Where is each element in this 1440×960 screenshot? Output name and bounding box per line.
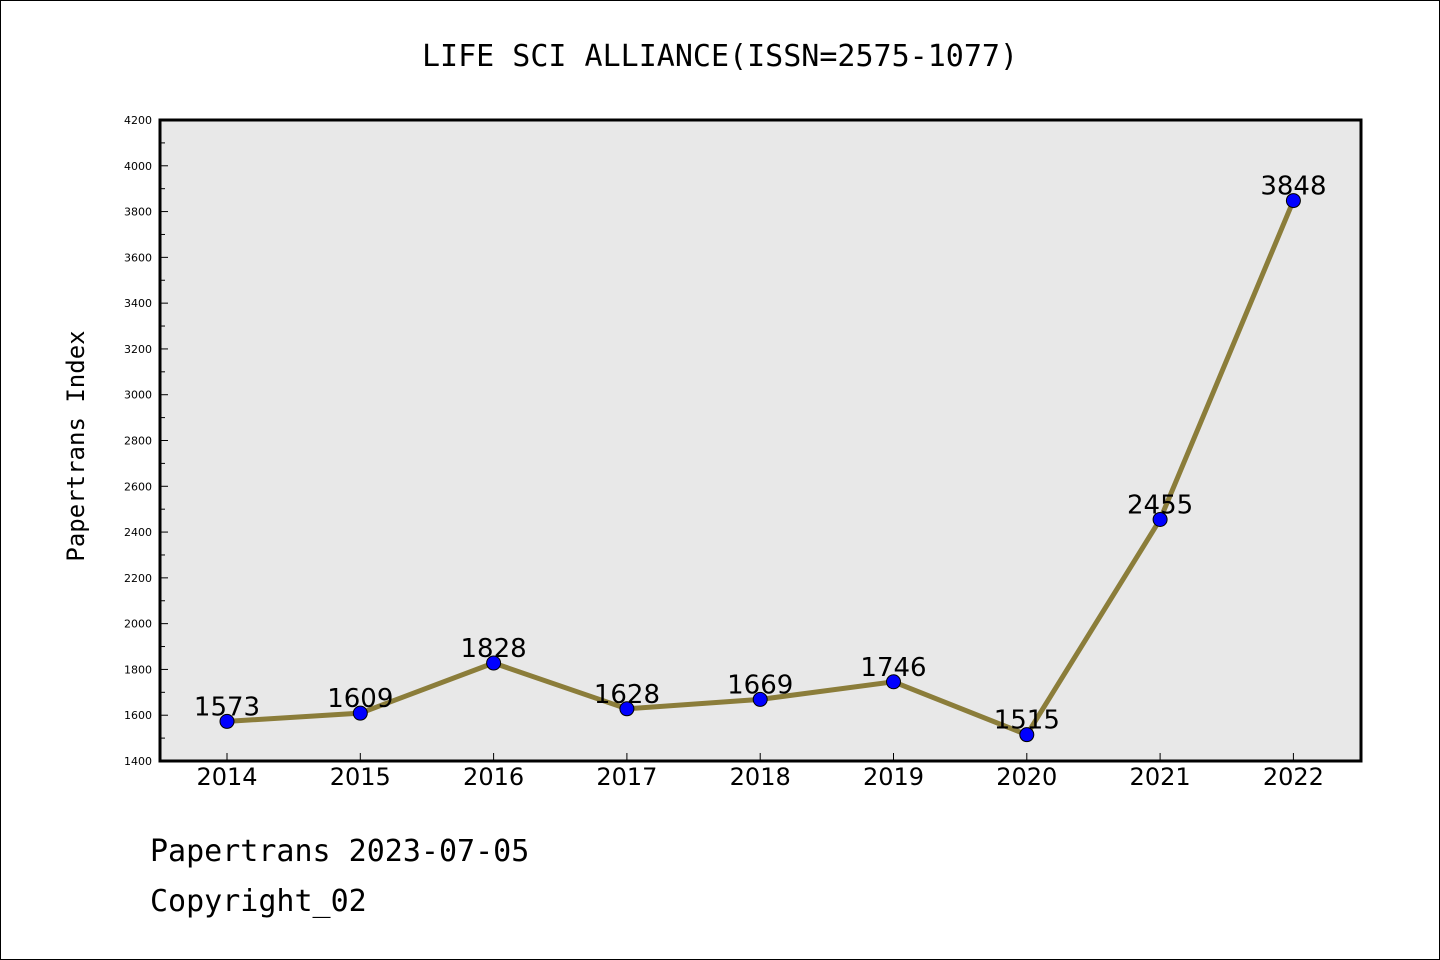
data-point [352, 705, 368, 721]
y-tick-label: 3600 [124, 251, 152, 264]
data-labels: 1573 1609 1828 1628 1669 1746 1515 2455 3848 [194, 172, 1327, 736]
y-tick-label: 2000 [124, 618, 152, 631]
y-tick-label: 2600 [124, 480, 152, 493]
y-tick-label: 4200 [124, 114, 152, 127]
data-point [219, 713, 235, 729]
y-tick-label: 1400 [124, 755, 152, 768]
footer-copyright: Copyright_02 [150, 884, 367, 919]
y-tick-label: 1800 [124, 663, 152, 676]
y-axis-label: Papertrans Index [62, 330, 90, 561]
data-point [486, 655, 502, 671]
y-tick-label: 3200 [124, 343, 152, 356]
y-axis: 1400 1600 1800 2000 2200 2400 2600 2800 3000 3200… [124, 114, 168, 768]
data-point [1285, 193, 1301, 209]
data-label: 1746 [860, 653, 926, 683]
data-label: 1573 [194, 692, 260, 722]
data-point [1152, 511, 1168, 527]
data-label: 1828 [461, 634, 527, 664]
y-tick-label: 2200 [124, 572, 152, 585]
x-tick-label: 2014 [196, 763, 257, 791]
data-label: 3848 [1260, 172, 1326, 202]
data-point [1019, 727, 1035, 743]
x-tick-label: 2018 [730, 763, 791, 791]
x-tick-label: 2021 [1130, 763, 1191, 791]
data-label: 1669 [727, 670, 793, 700]
data-point [752, 691, 768, 707]
x-tick-label: 2017 [596, 763, 657, 791]
x-tick-label: 2016 [463, 763, 524, 791]
data-label: 1515 [994, 706, 1060, 736]
x-tick-label: 2022 [1263, 763, 1324, 791]
y-tick-label: 4000 [124, 160, 152, 173]
y-tick-label: 1600 [124, 709, 152, 722]
y-tick-label: 3000 [124, 389, 152, 402]
plot-area [158, 118, 1363, 763]
x-axis: 2014 2015 2016 2017 2018 2019 2020 2021 2022 [196, 753, 1324, 791]
x-tick-label: 2019 [863, 763, 924, 791]
data-point [619, 701, 635, 717]
data-point [886, 674, 901, 690]
x-tick-label: 2015 [330, 763, 391, 791]
y-tick-label: 3400 [124, 297, 152, 310]
y-tick-label: 3800 [124, 206, 152, 219]
chart-title: LIFE SCI ALLIANCE(ISSN=2575-1077) [422, 39, 1018, 74]
data-label: 1628 [594, 680, 660, 710]
footer-date: Papertrans 2023-07-05 [150, 834, 530, 869]
y-tick-label: 2400 [124, 526, 152, 539]
data-markers [219, 193, 1301, 743]
x-tick-label: 2020 [996, 763, 1057, 791]
data-label: 1609 [327, 684, 393, 714]
y-tick-label: 2800 [124, 435, 152, 448]
data-label: 2455 [1127, 490, 1193, 520]
